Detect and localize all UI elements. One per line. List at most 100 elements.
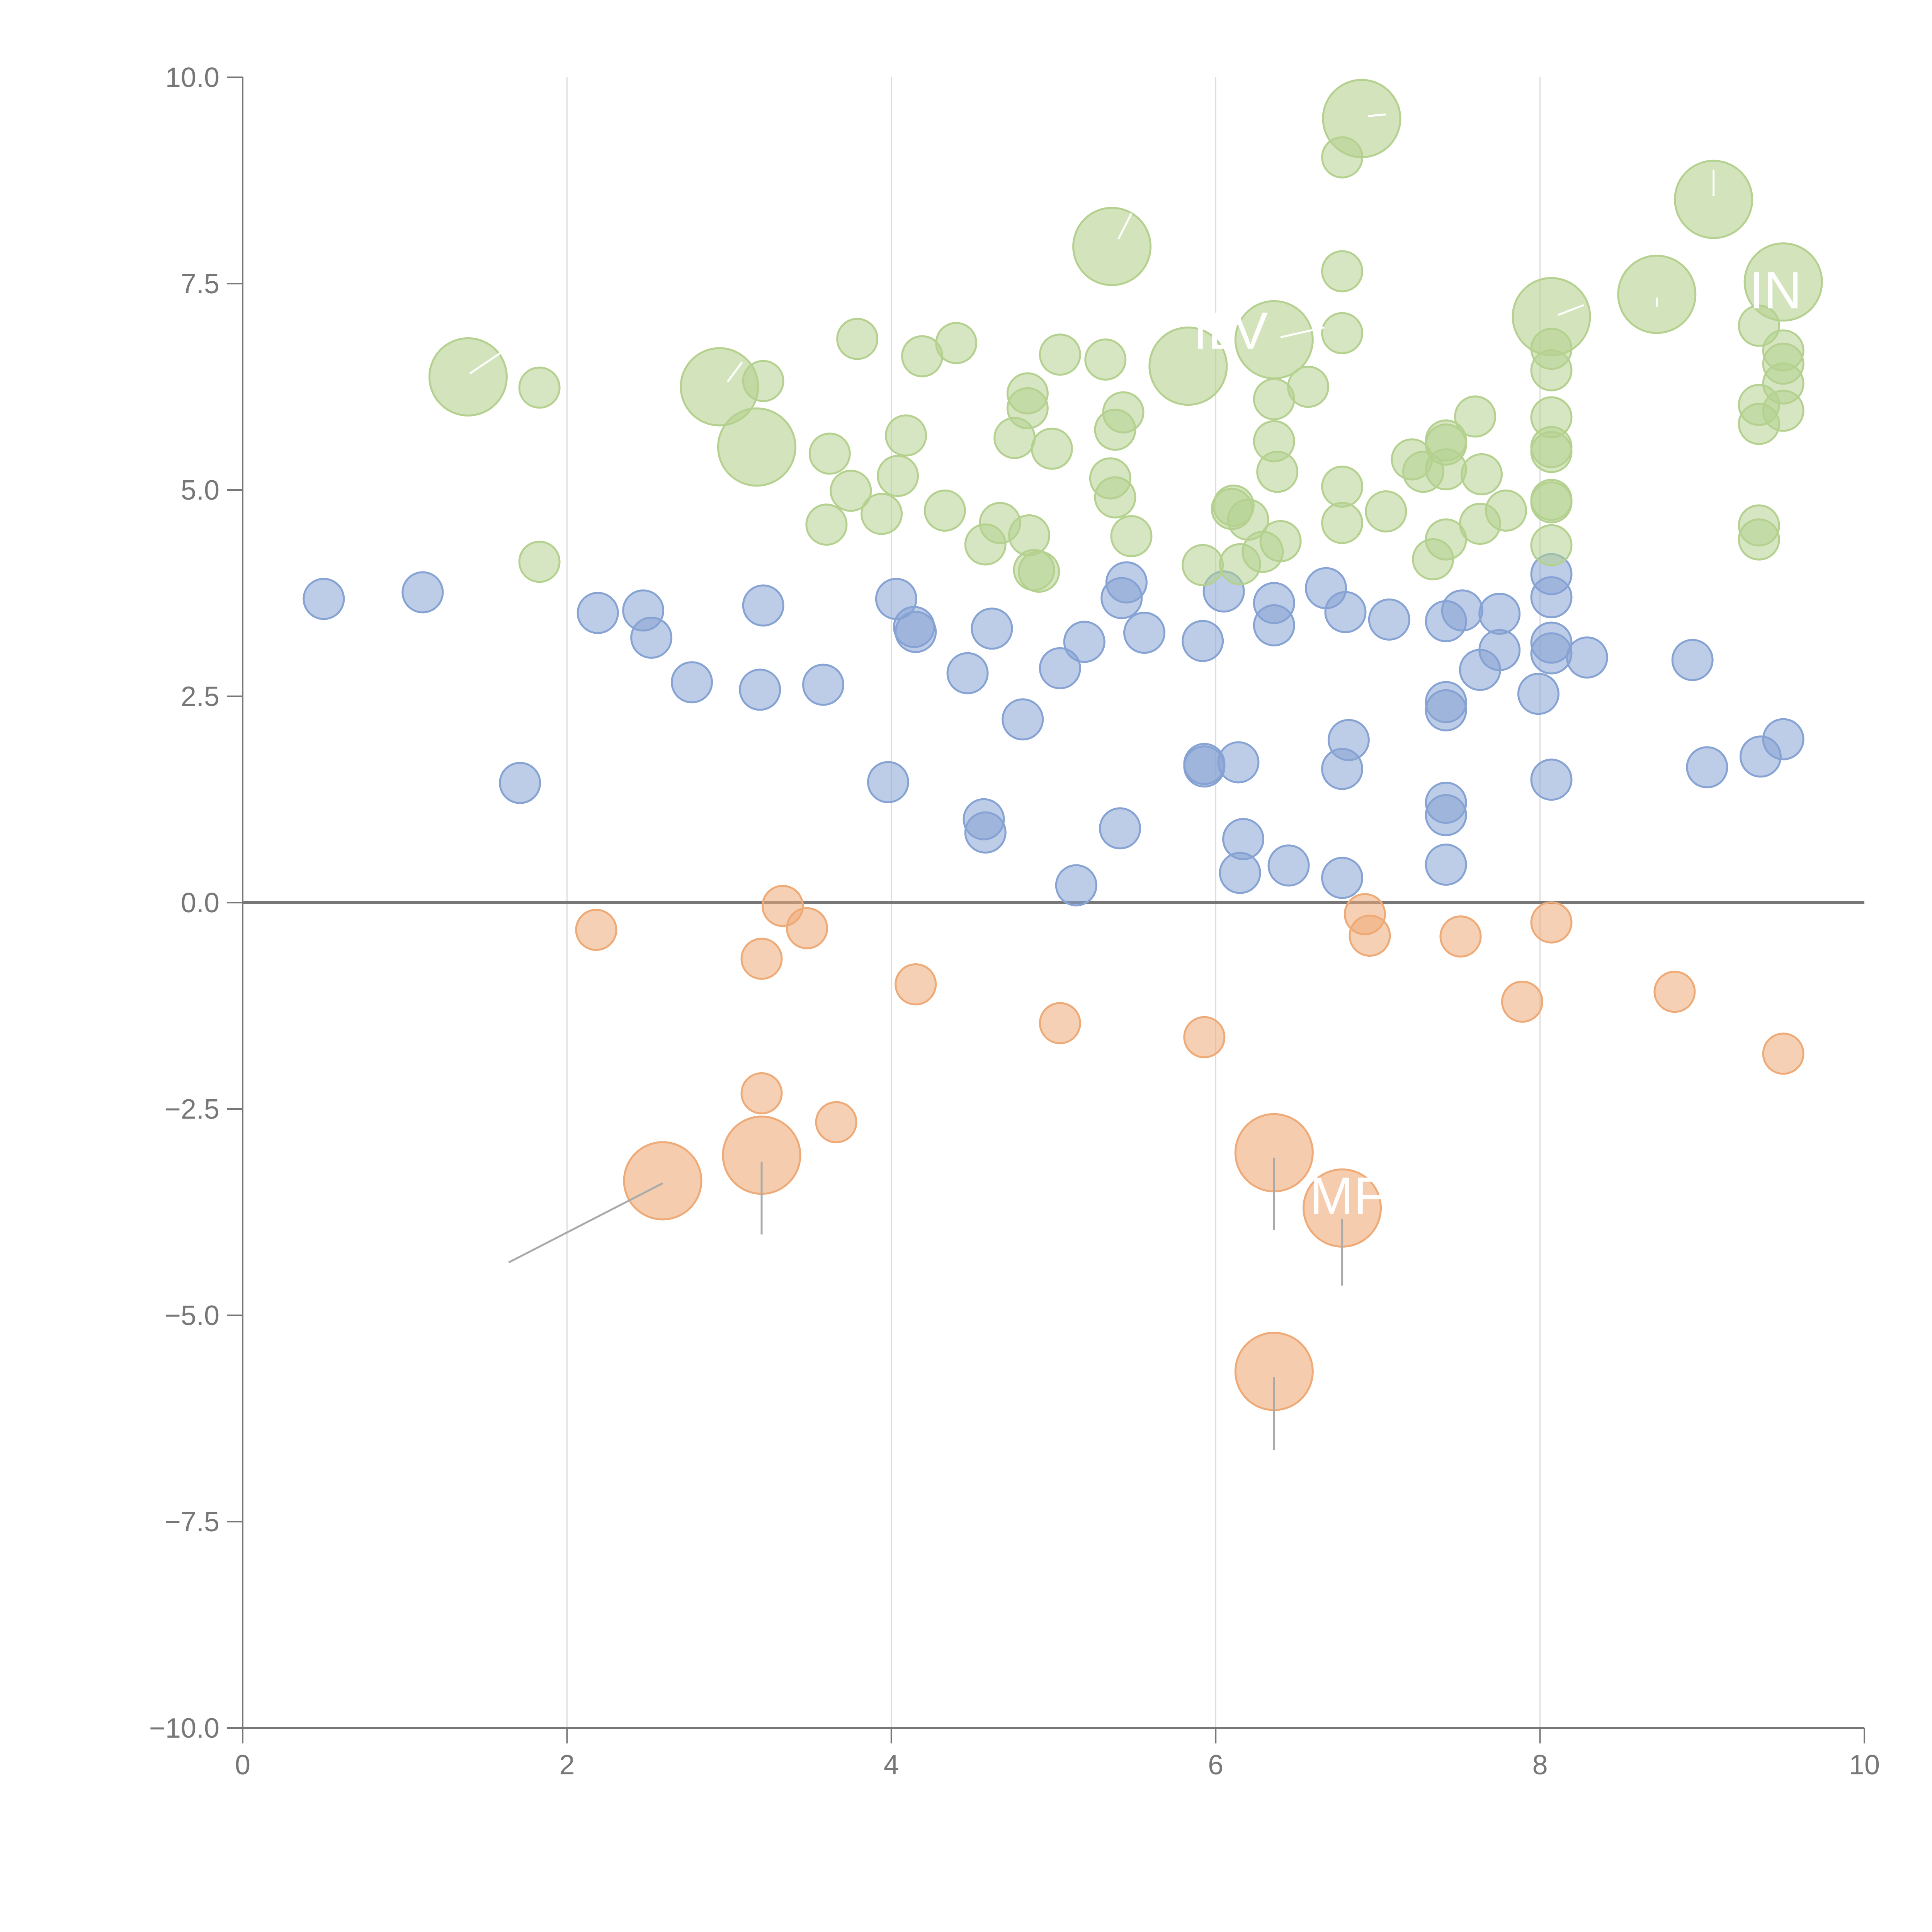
data-point-blue[interactable] [1671, 639, 1714, 681]
data-point-green[interactable] [1321, 250, 1364, 293]
data-point-orange[interactable] [895, 963, 937, 1005]
data-point-green[interactable] [836, 318, 879, 360]
data-point-blue[interactable] [895, 611, 937, 653]
data-point-green[interactable] [1530, 524, 1573, 566]
data-point-green[interactable] [1425, 448, 1467, 491]
data-point-green[interactable] [518, 366, 561, 409]
large-point-green[interactable] [1512, 277, 1591, 356]
data-point-green[interactable] [1256, 451, 1299, 493]
data-point-blue[interactable] [1222, 818, 1265, 861]
data-point-orange[interactable] [786, 907, 828, 949]
data-point-blue[interactable] [742, 584, 784, 627]
data-point-green[interactable] [1321, 312, 1364, 354]
data-point-blue[interactable] [1321, 857, 1364, 899]
data-point-blue[interactable] [1566, 636, 1608, 679]
data-point-green[interactable] [1454, 395, 1497, 438]
data-point-blue[interactable] [1686, 746, 1728, 789]
large-point-green[interactable] [1674, 160, 1753, 239]
data-point-green[interactable] [1182, 544, 1224, 586]
large-point-orange[interactable] [623, 1141, 702, 1221]
data-point-blue[interactable] [1099, 807, 1141, 850]
data-point-blue[interactable] [1063, 621, 1105, 663]
data-point-blue[interactable] [1105, 561, 1148, 604]
data-point-blue[interactable] [577, 592, 619, 634]
data-point-orange[interactable] [1439, 915, 1482, 958]
data-point-blue[interactable] [1530, 759, 1573, 801]
data-point-blue[interactable] [1217, 741, 1260, 784]
data-point-blue[interactable] [964, 811, 1007, 854]
data-point-blue[interactable] [971, 607, 1013, 650]
data-point-blue[interactable] [1478, 592, 1521, 635]
data-point-blue[interactable] [1425, 844, 1467, 886]
data-point-green[interactable] [808, 432, 851, 475]
data-point-green[interactable] [1321, 502, 1364, 544]
data-point-blue[interactable] [1425, 681, 1467, 723]
large-point-green[interactable] [1148, 327, 1228, 406]
data-point-green[interactable] [1094, 476, 1136, 519]
data-point-green[interactable] [1530, 479, 1573, 521]
data-point-orange[interactable] [575, 908, 617, 951]
data-point-green[interactable] [1006, 372, 1049, 415]
data-point-green[interactable] [885, 414, 927, 457]
data-point-blue[interactable] [1253, 582, 1295, 624]
data-point-green[interactable] [1287, 366, 1329, 408]
data-point-blue[interactable] [303, 578, 345, 620]
large-point-green[interactable] [1322, 79, 1401, 158]
data-point-blue[interactable] [1327, 719, 1370, 761]
data-point-green[interactable] [830, 469, 872, 512]
data-point-blue[interactable] [1002, 698, 1044, 741]
data-point-blue[interactable] [1530, 576, 1573, 619]
data-point-blue[interactable] [1517, 673, 1560, 715]
large-point-green[interactable] [717, 407, 796, 487]
data-point-green[interactable] [805, 503, 848, 546]
data-point-blue[interactable] [1441, 589, 1483, 632]
data-point-orange[interactable] [1501, 980, 1543, 1023]
data-point-blue[interactable] [739, 668, 781, 711]
data-point-blue[interactable] [1039, 647, 1081, 689]
large-point-green[interactable] [1072, 207, 1152, 286]
data-point-blue[interactable] [1530, 632, 1573, 675]
large-point-green[interactable] [428, 337, 508, 417]
data-point-green[interactable] [923, 489, 966, 532]
data-point-blue[interactable] [671, 661, 713, 704]
data-point-blue[interactable] [401, 571, 444, 614]
data-point-green[interactable] [1031, 427, 1073, 470]
data-point-orange[interactable] [740, 1072, 783, 1114]
data-point-blue[interactable] [1055, 864, 1097, 906]
data-point-orange[interactable] [1530, 901, 1573, 944]
data-point-green[interactable] [518, 541, 561, 583]
data-point-orange[interactable] [1183, 1016, 1226, 1058]
data-point-blue[interactable] [499, 762, 541, 804]
data-point-green[interactable] [1485, 489, 1527, 532]
data-point-orange[interactable] [1762, 1032, 1804, 1075]
large-point-green[interactable] [1743, 242, 1823, 322]
data-point-blue[interactable] [1425, 782, 1467, 824]
data-point-green[interactable] [1461, 453, 1503, 495]
data-point-blue[interactable] [1368, 598, 1410, 641]
data-point-blue[interactable] [1267, 844, 1310, 887]
data-point-green[interactable] [1530, 431, 1573, 473]
data-point-green[interactable] [861, 493, 903, 535]
large-point-green[interactable] [1617, 255, 1697, 334]
data-point-green[interactable] [1039, 333, 1081, 376]
data-point-orange[interactable] [815, 1101, 857, 1143]
data-point-blue[interactable] [1478, 629, 1521, 671]
data-point-green[interactable] [1259, 520, 1302, 562]
data-point-green[interactable] [1102, 391, 1145, 434]
data-point-orange[interactable] [1349, 914, 1391, 957]
data-point-orange[interactable] [1039, 1002, 1081, 1044]
data-point-blue[interactable] [1324, 591, 1367, 633]
data-point-green[interactable] [877, 455, 919, 497]
large-point-green[interactable] [1234, 300, 1314, 379]
data-point-green[interactable] [1018, 550, 1060, 593]
data-point-green[interactable] [1762, 389, 1804, 432]
data-point-blue[interactable] [946, 652, 989, 694]
data-point-green[interactable] [1762, 342, 1804, 385]
data-point-green[interactable] [1321, 465, 1364, 508]
data-point-blue[interactable] [1762, 718, 1804, 760]
data-point-green[interactable] [1110, 515, 1153, 558]
data-point-green[interactable] [1008, 514, 1051, 556]
data-point-blue[interactable] [630, 616, 673, 659]
data-point-green[interactable] [1084, 338, 1127, 381]
data-point-blue[interactable] [867, 761, 909, 803]
